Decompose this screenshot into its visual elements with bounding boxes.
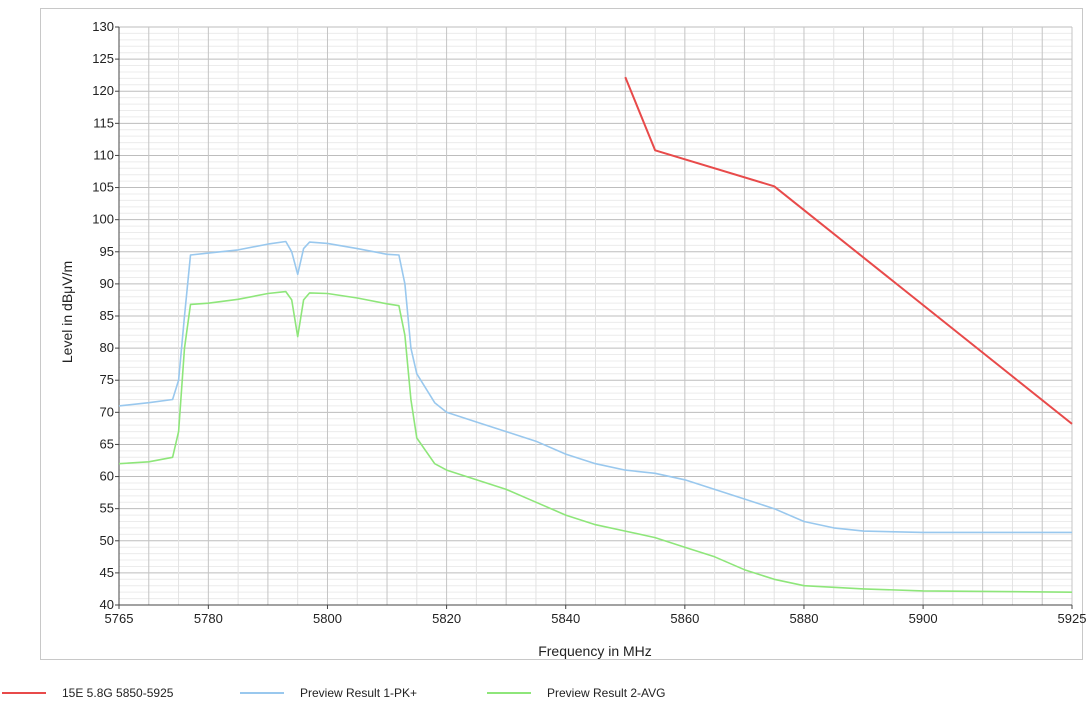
legend-swatch xyxy=(487,692,531,694)
y-tick-label: 75 xyxy=(100,372,114,387)
series-line-2 xyxy=(118,240,1072,534)
legend: 15E 5.8G 5850-5925 Preview Result 1-PK+ Pr… xyxy=(0,686,1089,708)
x-tick-label: 5840 xyxy=(551,611,580,626)
x-tick-label: 5780 xyxy=(194,611,223,626)
y-tick-label: 130 xyxy=(92,19,114,34)
legend-label: Preview Result 1-PK+ xyxy=(300,686,418,700)
y-tick-label: 70 xyxy=(100,404,114,419)
y-tick-label: 80 xyxy=(100,340,114,355)
y-tick-label: 90 xyxy=(100,276,114,291)
grid-layer xyxy=(118,26,1073,606)
y-tick-label: 125 xyxy=(92,51,114,66)
y-tick-label: 115 xyxy=(93,115,114,130)
x-tick-label: 5880 xyxy=(790,611,819,626)
y-tick-label: 50 xyxy=(100,533,114,548)
y-tick-label: 110 xyxy=(93,147,114,162)
y-tick-label: 105 xyxy=(92,180,114,195)
y-tick-label: 95 xyxy=(100,244,114,259)
legend-item: 15E 5.8G 5850-5925 xyxy=(2,686,173,700)
legend-label: Preview Result 2-AVG xyxy=(547,686,666,700)
y-tick-label: 60 xyxy=(100,469,114,484)
legend-item: Preview Result 1-PK+ xyxy=(240,686,417,700)
x-tick-label: 5925 xyxy=(1058,611,1087,626)
chart-svg: 40 45 50 55 60 65 70 75 80 85 90 95 100 105 110 115 120 1… xyxy=(59,19,1086,659)
legend-label: 15E 5.8G 5850-5925 xyxy=(62,686,174,700)
series-line-3 xyxy=(118,290,1073,593)
legend-item: Preview Result 2-AVG xyxy=(487,686,665,700)
y-tick-label: 65 xyxy=(100,436,114,451)
x-axis-title: Frequency in MHz xyxy=(538,643,652,659)
series-layer xyxy=(118,76,1073,593)
x-tick-label: 5765 xyxy=(105,611,134,626)
y-axis-title: Level in dBμV/m xyxy=(59,261,75,363)
x-tick-label: 5900 xyxy=(909,611,938,626)
series-line-1 xyxy=(624,76,1073,425)
x-tick-label: 5860 xyxy=(670,611,699,626)
y-tick-label: 45 xyxy=(100,565,114,580)
axes-layer: 40 45 50 55 60 65 70 75 80 85 90 95 100 105 110 115 120 1… xyxy=(92,19,1086,626)
y-tick-label: 100 xyxy=(92,212,114,227)
y-tick-label: 55 xyxy=(100,501,114,516)
legend-swatch xyxy=(240,692,284,694)
legend-swatch xyxy=(2,692,46,694)
y-tick-label: 40 xyxy=(100,597,114,612)
y-tick-label: 85 xyxy=(100,308,114,323)
x-tick-label: 5820 xyxy=(432,611,461,626)
x-tick-label: 5800 xyxy=(313,611,342,626)
y-tick-label: 120 xyxy=(92,83,114,98)
